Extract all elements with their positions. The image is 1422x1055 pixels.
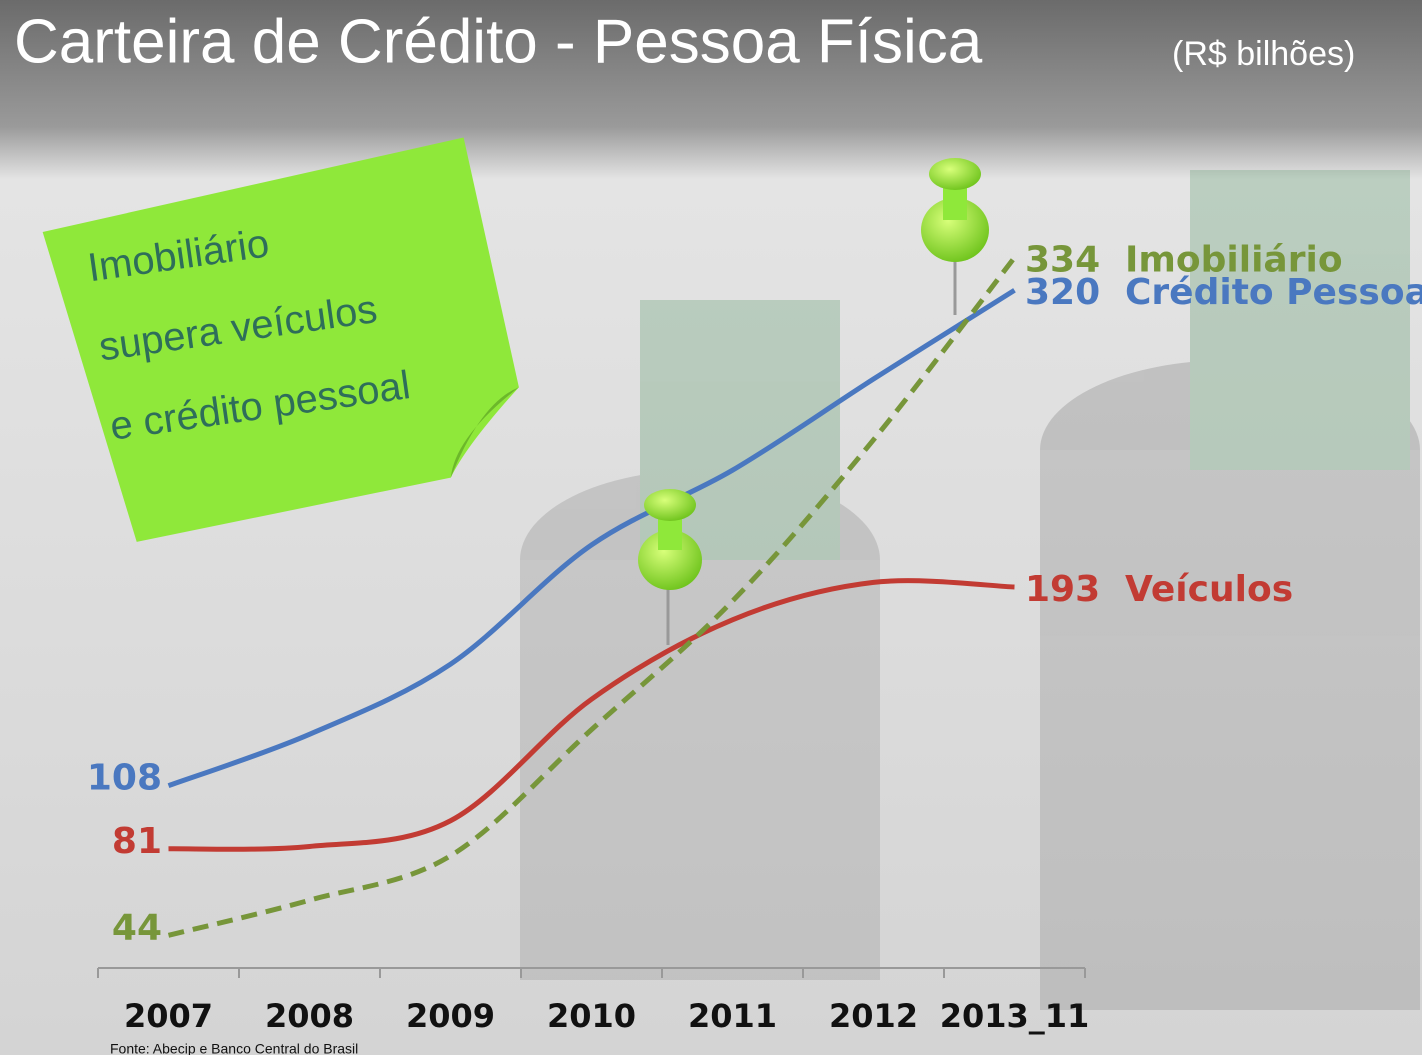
legend-label: Veículos [1125,569,1293,610]
series-line [167,255,1017,938]
x-tick-label: 2007 [124,997,213,1035]
start-value-label: 108 [87,758,162,799]
chart-subtitle: (R$ bilhões) [1172,35,1355,73]
x-tick-label: 2011 [688,997,777,1035]
chart-title: Carteira de Crédito - Pessoa Física [14,7,983,76]
x-tick-label: 2009 [406,997,495,1035]
sticky-note: Imobiliário supera veículos e crédito pe… [42,137,519,542]
end-value-label: 334 [1025,240,1100,281]
x-tick-label: 2013_11 [940,997,1090,1035]
legend-label: Crédito Pessoal [1125,272,1422,313]
end-value-label: 320 [1025,272,1100,313]
start-value-label: 81 [112,821,162,862]
x-tick-label: 2008 [265,997,354,1035]
series-line [167,288,1016,789]
x-tick-label: 2010 [547,997,636,1035]
legend-label: Imobiliário [1125,240,1343,281]
plot: 2007 2008 2009 2010 2011 2012 2013_11 108 320 Cré… [87,240,1422,1035]
end-value-label: 193 [1025,569,1100,610]
x-tick-label: 2012 [829,997,918,1035]
series-line [168,578,1015,852]
source-note: Fonte: Abecip e Banco Central do Brasil [110,1041,358,1055]
note-paper [42,137,519,542]
pin [638,489,702,645]
pin [921,158,989,315]
background-decoration [520,170,1420,1010]
start-value-label: 44 [112,907,162,948]
